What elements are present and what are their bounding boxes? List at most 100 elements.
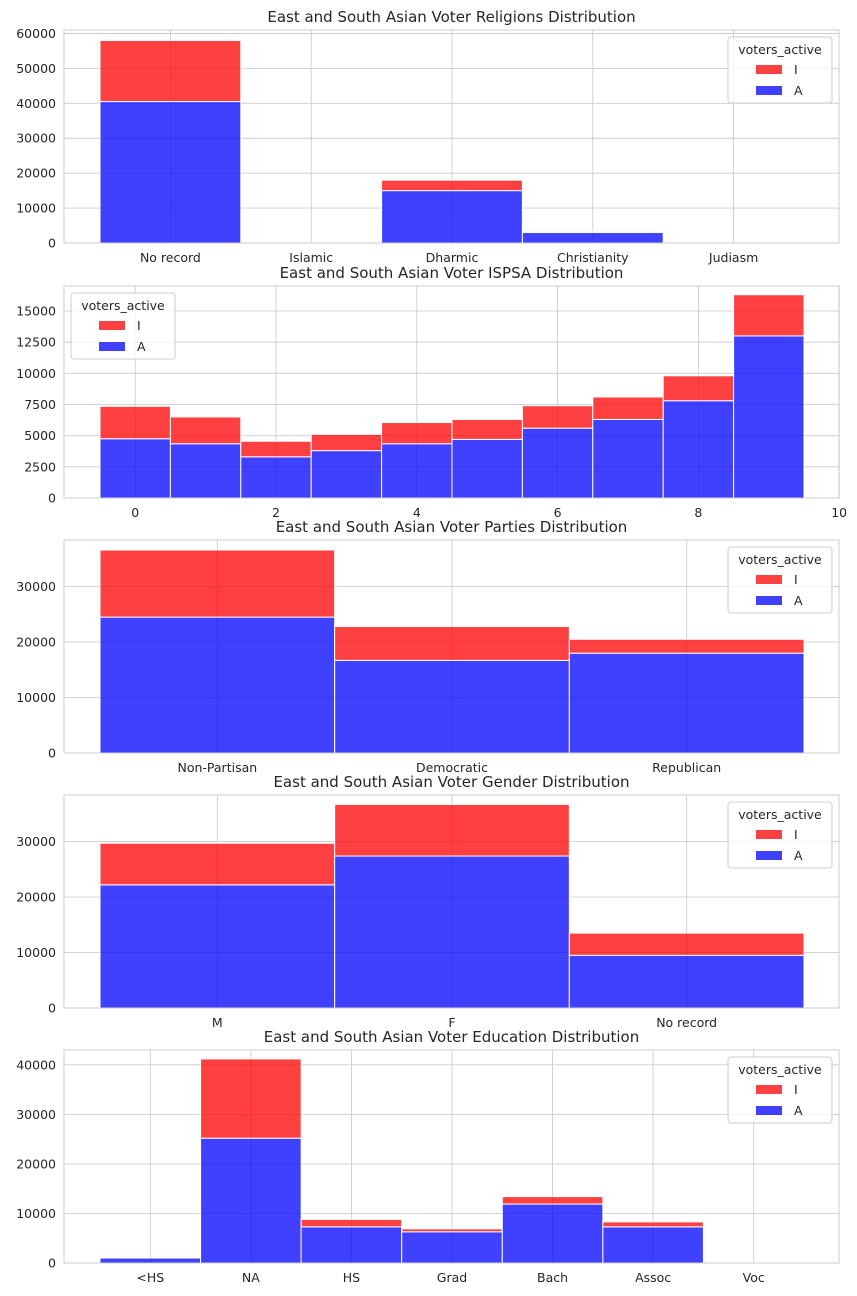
bar-A-7 [592,418,664,499]
legend-swatch-A [756,851,782,860]
y-tick-label: 40000 [16,96,56,111]
bar-I-3 [310,433,383,452]
legend-title: voters_active [81,298,165,313]
y-tick-label: 30000 [16,131,56,146]
x-tick-label: Christianity [557,250,629,265]
chart-panel-2: East and South Asian Voter ISPSA Distrib… [16,264,847,520]
x-tick-label: Republican [652,760,721,775]
chart-title: East and South Asian Voter Education Dis… [264,1028,639,1046]
y-tick-label: 30000 [16,834,56,849]
legend-label-A: A [137,339,146,354]
plot-frame [63,1049,840,1264]
bar-I-F [334,803,570,857]
x-tick-label: No record [140,250,201,265]
y-tick-label: 40000 [16,1057,56,1072]
bar-A-NA [200,1137,302,1264]
y-tick-label: 10000 [16,690,56,705]
y-tick-label: 0 [48,746,56,761]
legend: voters_active IA [727,546,833,614]
bars [99,1058,704,1264]
bar-A-Christianity [521,232,664,244]
y-tick-label: 0 [48,1001,56,1016]
bar-I-Bach [501,1196,604,1205]
x-tick-label: NA [242,1270,260,1285]
y-tick-label: 50000 [16,61,56,76]
y-tick-label: 30000 [16,1107,56,1122]
legend-label-I: I [794,827,798,842]
plot-frame [63,539,840,754]
legend: voters_active IA [70,292,176,360]
legend-label-I: I [794,572,798,587]
y-tick-label: 2500 [24,459,56,474]
x-tick-label: Assoc [635,1270,671,1285]
legend-label-I: I [794,1082,798,1097]
legend-label-I: I [137,318,141,333]
legend-swatch-A [99,342,125,351]
x-tick-label: 4 [413,505,421,520]
bar-A-Dharmic [381,190,523,244]
bar-I-NA [200,1058,302,1139]
legend-label-A: A [794,593,803,608]
y-tick-label: 10000 [16,201,56,216]
x-tick-label: HS [343,1270,360,1285]
y-tick-label: 15000 [16,303,56,318]
bar-I-Grad [401,1228,503,1233]
legend-title: voters_active [738,807,822,822]
bar-A-No record [568,954,805,1009]
bars [99,39,664,244]
legend-swatch-I [756,830,782,839]
y-tick-label: 0 [48,491,56,506]
y-tick-label: 10000 [16,1206,56,1221]
bar-I-0 [99,405,171,440]
plot-frame [63,285,840,499]
x-tick-label: Islamic [289,250,333,265]
y-tick-label: 30000 [16,579,56,594]
x-tick-label: M [212,1015,223,1030]
bar-A-<HS [99,1257,202,1264]
bar-A-6 [521,427,594,499]
y-tick-label: 10000 [16,366,56,381]
bars [99,803,805,1009]
x-tick-label: Non-Partisan [177,760,257,775]
bar-A-0 [99,438,171,499]
legend-swatch-I [756,575,782,584]
bar-A-M [99,884,336,1009]
bar-A-1 [169,443,242,499]
bar-A-Democratic [334,659,570,754]
legend-label-A: A [794,848,803,863]
x-tick-label: Grad [437,1270,467,1285]
bar-A-Non-Partisan [99,616,336,754]
bar-I-2 [240,440,312,458]
legend-title: voters_active [738,42,822,57]
x-tick-label: Dharmic [426,250,479,265]
x-tick-label: 2 [272,505,280,520]
y-tick-label: 20000 [16,1156,56,1171]
bar-I-4 [381,422,453,445]
bar-I-Christianity [521,230,664,234]
bar-A-HS [300,1226,403,1264]
legend-swatch-A [756,596,782,605]
bar-I-Non-Partisan [99,549,336,618]
bar-A-No record [99,101,242,244]
y-tick-label: 10000 [16,945,56,960]
y-tick-label: 0 [48,1256,56,1271]
bar-I-Republican [568,638,805,654]
x-tick-label: No record [656,1015,717,1030]
chart-panel-4: East and South Asian Voter Gender Distri… [16,773,840,1030]
bar-I-8 [662,375,735,402]
bar-A-Assoc [602,1226,704,1264]
bars [99,294,805,499]
bar-A-F [334,855,570,1009]
x-tick-label: Voc [743,1270,765,1285]
bar-A-Grad [401,1231,503,1264]
bar-A-8 [662,400,735,499]
x-tick-label: F [448,1015,455,1030]
x-tick-label: 10 [831,505,847,520]
chart-panel-5: East and South Asian Voter Education Dis… [16,1028,840,1285]
bar-A-4 [381,443,453,499]
bar-A-9 [733,335,805,499]
x-tick-label: 8 [694,505,702,520]
bar-I-9 [733,294,805,337]
x-tick-label: <HS [136,1270,164,1285]
